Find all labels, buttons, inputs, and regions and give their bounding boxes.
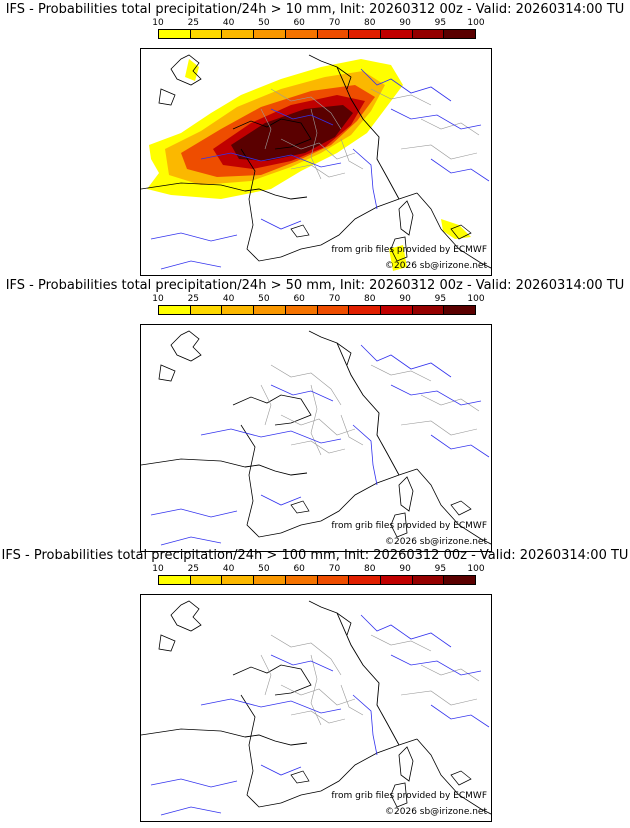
colorbar-tick: 25 — [187, 18, 200, 28]
colorbar-tick: 100 — [467, 564, 485, 574]
map-canvas — [141, 600, 491, 816]
colorbar-tick: 90 — [399, 294, 411, 304]
colorbar-tick: 70 — [328, 18, 341, 28]
colorbar-swatch — [254, 30, 286, 38]
colorbar-swatch — [317, 576, 350, 584]
colorbar-swatch — [190, 576, 223, 584]
colorbar-swatch — [380, 306, 413, 314]
colorbar-tick: 70 — [328, 294, 341, 304]
copyright-notice: ©2026 sb@irizone.net — [385, 261, 487, 271]
precip-probability-map: from grib files provided by ECMWF ©2026 … — [140, 48, 492, 276]
colorbar-swatch — [159, 306, 191, 314]
colorbar-tick: 95 — [434, 564, 447, 574]
colorbar-tick: 100 — [467, 294, 485, 304]
colorbar-tick: 50 — [258, 18, 270, 28]
colorbar-tick: 25 — [187, 564, 200, 574]
precip-field — [147, 59, 471, 271]
colorbar-tick: 50 — [258, 294, 270, 304]
colorbar-swatch — [380, 30, 413, 38]
precip-probability-map: from grib files provided by ECMWF ©2026 … — [140, 324, 492, 552]
colorbar-tick: 40 — [222, 564, 235, 574]
colorbar-swatch — [380, 576, 413, 584]
probability-colorbar: 10 25 40 50 60 70 80 90 95 100 — [152, 18, 485, 39]
colorbar-swatch — [349, 30, 381, 38]
panel-50mm: IFS - Probabilities total precipitation/… — [0, 276, 630, 552]
colorbar-swatch — [412, 306, 445, 314]
data-source-credit: from grib files provided by ECMWF — [331, 791, 487, 801]
data-source-credit: from grib files provided by ECMWF — [331, 245, 487, 255]
colorbar-tick: 95 — [434, 294, 447, 304]
colorbar-swatch — [254, 306, 286, 314]
colorbar-tick: 40 — [222, 294, 235, 304]
colorbar-tick: 50 — [258, 564, 270, 574]
colorbar-swatch — [317, 306, 350, 314]
colorbar-tick: 60 — [293, 564, 305, 574]
colorbar-swatch — [349, 576, 381, 584]
colorbar-tick-labels: 10 25 40 50 60 70 80 90 95 100 — [152, 18, 484, 29]
panel-100mm: IFS - Probabilities total precipitation/… — [0, 546, 630, 822]
probability-colorbar: 10 25 40 50 60 70 80 90 95 100 — [152, 564, 485, 585]
colorbar-tick-labels: 10 25 40 50 60 70 80 90 95 100 — [152, 294, 484, 305]
colorbar-tick: 80 — [364, 294, 376, 304]
colorbar-tick: 70 — [328, 564, 341, 574]
panel-10mm: IFS - Probabilities total precipitation/… — [0, 0, 630, 276]
colorbar-swatches — [158, 29, 476, 39]
colorbar-swatch — [349, 306, 381, 314]
copyright-notice: ©2026 sb@irizone.net — [385, 537, 487, 547]
panel-title: IFS - Probabilities total precipitation/… — [1, 548, 629, 563]
colorbar-swatch — [285, 30, 318, 38]
probability-colorbar: 10 25 40 50 60 70 80 90 95 100 — [152, 294, 485, 315]
copyright-notice: ©2026 sb@irizone.net — [385, 807, 487, 817]
map-canvas — [141, 330, 491, 546]
colorbar-tick: 25 — [187, 294, 200, 304]
colorbar-swatch — [254, 576, 286, 584]
colorbar-swatch — [285, 576, 318, 584]
colorbar-swatch — [285, 306, 318, 314]
precip-probability-map: from grib files provided by ECMWF ©2026 … — [140, 594, 492, 822]
colorbar-tick: 80 — [364, 564, 376, 574]
colorbar-swatch — [444, 30, 476, 38]
colorbar-swatch — [222, 30, 255, 38]
colorbar-swatch — [159, 30, 191, 38]
colorbar-swatch — [190, 30, 223, 38]
colorbar-tick: 10 — [152, 18, 164, 28]
colorbar-swatches — [158, 305, 476, 315]
colorbar-tick: 80 — [364, 18, 376, 28]
panel-title: IFS - Probabilities total precipitation/… — [5, 2, 625, 17]
colorbar-swatch — [444, 576, 476, 584]
colorbar-tick: 40 — [222, 18, 235, 28]
colorbar-swatch — [444, 306, 476, 314]
colorbar-tick: 60 — [293, 18, 305, 28]
colorbar-swatch — [190, 306, 223, 314]
colorbar-tick: 10 — [152, 294, 164, 304]
colorbar-swatch — [222, 576, 255, 584]
colorbar-swatches — [158, 575, 476, 585]
colorbar-tick: 60 — [293, 294, 305, 304]
colorbar-tick: 90 — [399, 564, 411, 574]
data-source-credit: from grib files provided by ECMWF — [331, 521, 487, 531]
colorbar-tick-labels: 10 25 40 50 60 70 80 90 95 100 — [152, 564, 484, 575]
colorbar-tick: 10 — [152, 564, 164, 574]
map-canvas — [141, 54, 491, 271]
colorbar-swatch — [412, 576, 445, 584]
colorbar-swatch — [412, 30, 445, 38]
panel-title: IFS - Probabilities total precipitation/… — [5, 278, 625, 293]
colorbar-swatch — [317, 30, 350, 38]
colorbar-tick: 95 — [434, 18, 447, 28]
colorbar-tick: 90 — [399, 18, 411, 28]
colorbar-tick: 100 — [467, 18, 485, 28]
colorbar-swatch — [159, 576, 191, 584]
colorbar-swatch — [222, 306, 255, 314]
